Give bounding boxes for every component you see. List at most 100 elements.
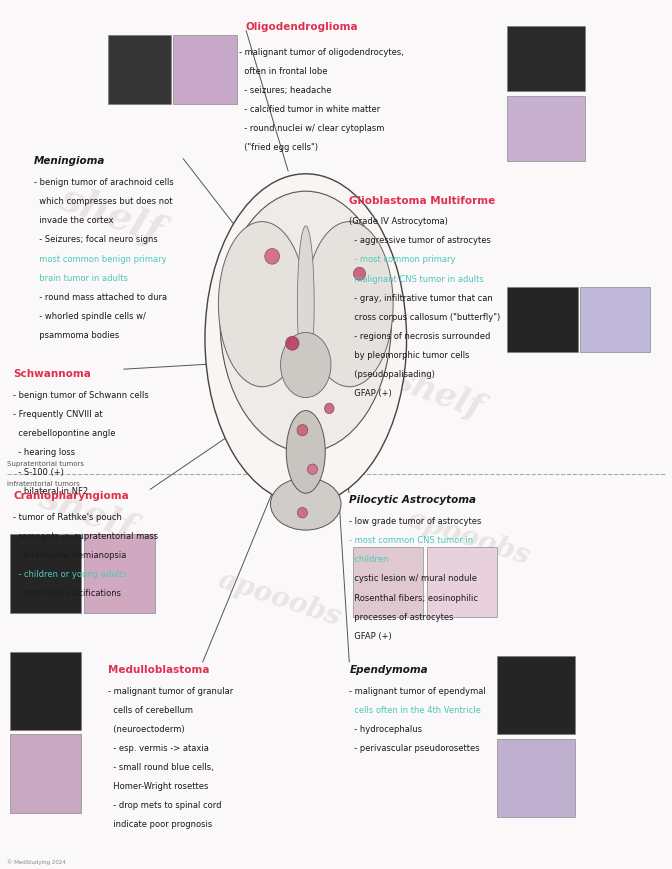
Text: by pleomorphic tumor cells: by pleomorphic tumor cells (349, 351, 470, 360)
Text: - hydrocephalus: - hydrocephalus (349, 725, 423, 733)
Text: - bitemporal hemianopsia: - bitemporal hemianopsia (13, 551, 127, 560)
Text: shelf: shelf (34, 480, 138, 546)
FancyBboxPatch shape (497, 656, 575, 734)
Text: Glioblastoma Multiforme: Glioblastoma Multiforme (349, 196, 496, 206)
FancyBboxPatch shape (10, 734, 81, 813)
Text: apooobs: apooobs (215, 567, 345, 632)
Text: - seizures; headache: - seizures; headache (239, 86, 331, 95)
Ellipse shape (220, 191, 391, 452)
Text: Meningioma: Meningioma (34, 156, 105, 167)
Text: - round nuclei w/ clear cytoplasm: - round nuclei w/ clear cytoplasm (239, 124, 384, 133)
Text: Rosenthal fibers; eosinophilic: Rosenthal fibers; eosinophilic (349, 594, 478, 602)
Text: Homer-Wright rosettes: Homer-Wright rosettes (108, 782, 208, 791)
Ellipse shape (297, 507, 308, 518)
FancyBboxPatch shape (108, 35, 171, 104)
Text: malignant CNS tumor in adults: malignant CNS tumor in adults (349, 275, 485, 283)
Text: - whorled spindle cells w/: - whorled spindle cells w/ (34, 312, 145, 321)
Ellipse shape (265, 249, 280, 264)
Text: cells often in the 4th Ventricle: cells often in the 4th Ventricle (349, 706, 481, 714)
Text: GFAP (+): GFAP (+) (349, 632, 392, 640)
Text: apooobs: apooobs (403, 506, 533, 571)
Text: - malignant tumor of granular: - malignant tumor of granular (108, 687, 233, 695)
Ellipse shape (205, 174, 407, 504)
Text: - drop mets to spinal cord: - drop mets to spinal cord (108, 801, 221, 810)
Text: indicate poor prognosis: indicate poor prognosis (108, 820, 212, 829)
Ellipse shape (306, 222, 393, 387)
FancyBboxPatch shape (10, 652, 81, 730)
Text: - Frequently CNVIII at: - Frequently CNVIII at (13, 410, 103, 419)
Text: - hearing loss: - hearing loss (13, 448, 75, 457)
FancyBboxPatch shape (507, 96, 585, 161)
Text: - small round blue cells,: - small round blue cells, (108, 763, 213, 772)
Text: ("fried egg cells"): ("fried egg cells") (239, 143, 318, 152)
Ellipse shape (297, 424, 308, 436)
Ellipse shape (218, 222, 306, 387)
Ellipse shape (353, 268, 366, 280)
Text: © MedStudying 2024: © MedStudying 2024 (7, 859, 66, 865)
Text: (pseudopalisading): (pseudopalisading) (349, 370, 435, 379)
Ellipse shape (270, 478, 341, 530)
Text: - tumor of Rathke's pouch: - tumor of Rathke's pouch (13, 513, 122, 521)
FancyBboxPatch shape (497, 739, 575, 817)
Text: which compresses but does not: which compresses but does not (34, 197, 172, 206)
Text: Craniopharyngioma: Craniopharyngioma (13, 491, 129, 501)
FancyBboxPatch shape (84, 534, 155, 613)
Text: - round mass attached to dura: - round mass attached to dura (34, 293, 167, 302)
Text: shelf: shelf (390, 362, 487, 424)
Text: - most common CNS tumor in: - most common CNS tumor in (349, 536, 474, 545)
Text: shelf: shelf (54, 179, 167, 251)
Text: Medulloblastoma: Medulloblastoma (108, 665, 209, 675)
Ellipse shape (325, 403, 334, 414)
Ellipse shape (297, 226, 314, 382)
Text: - regions of necrosis surrounded: - regions of necrosis surrounded (349, 332, 491, 341)
Ellipse shape (286, 336, 299, 350)
Text: - tooth-like calcifications: - tooth-like calcifications (13, 589, 122, 598)
Text: Ependymoma: Ependymoma (349, 665, 428, 675)
Text: infratentorial tumors: infratentorial tumors (7, 481, 79, 487)
Text: cells of cerebellum: cells of cerebellum (108, 706, 192, 714)
Text: children: children (349, 555, 389, 564)
Text: - benign tumor of Schwann cells: - benign tumor of Schwann cells (13, 391, 149, 400)
Text: cerebellopontine angle: cerebellopontine angle (13, 429, 116, 438)
Text: psammoma bodies: psammoma bodies (34, 331, 119, 340)
Text: most common benign primary: most common benign primary (34, 255, 166, 263)
Text: Oligodendroglioma: Oligodendroglioma (245, 22, 358, 32)
Text: GFAP (+): GFAP (+) (349, 389, 392, 398)
Text: processes of astrocytes: processes of astrocytes (349, 613, 454, 621)
FancyBboxPatch shape (353, 547, 423, 617)
Text: - perivascular pseudorosettes: - perivascular pseudorosettes (349, 744, 480, 753)
Ellipse shape (307, 464, 318, 474)
Text: apooobs: apooobs (235, 264, 378, 337)
Text: - remnants -> supratentorial mass: - remnants -> supratentorial mass (13, 532, 159, 541)
Text: often in frontal lobe: often in frontal lobe (239, 67, 327, 76)
Ellipse shape (281, 333, 331, 398)
Text: cross corpus callosum ("butterfly"): cross corpus callosum ("butterfly") (349, 313, 501, 322)
Text: Pilocytic Astrocytoma: Pilocytic Astrocytoma (349, 495, 476, 506)
Text: - malignant tumor of ependymal: - malignant tumor of ependymal (349, 687, 486, 695)
FancyBboxPatch shape (173, 35, 237, 104)
Ellipse shape (286, 410, 325, 494)
Text: - malignant tumor of oligodendrocytes,: - malignant tumor of oligodendrocytes, (239, 48, 403, 56)
Text: - children or young adults: - children or young adults (13, 570, 127, 579)
Text: invade the cortex: invade the cortex (34, 216, 113, 225)
Text: Schwannoma: Schwannoma (13, 369, 91, 380)
Text: - esp. vermis -> ataxia: - esp. vermis -> ataxia (108, 744, 208, 753)
Text: brain tumor in adults: brain tumor in adults (34, 274, 128, 282)
Text: Supratentorial tumors: Supratentorial tumors (7, 461, 84, 467)
Text: - aggressive tumor of astrocytes: - aggressive tumor of astrocytes (349, 236, 491, 245)
FancyBboxPatch shape (507, 26, 585, 91)
Text: - bilateral in NF2: - bilateral in NF2 (13, 487, 89, 495)
FancyBboxPatch shape (10, 534, 81, 613)
Text: - low grade tumor of astrocytes: - low grade tumor of astrocytes (349, 517, 482, 526)
Text: - benign tumor of arachnoid cells: - benign tumor of arachnoid cells (34, 178, 173, 187)
Text: - calcified tumor in white matter: - calcified tumor in white matter (239, 105, 380, 114)
Text: (Grade IV Astrocytoma): (Grade IV Astrocytoma) (349, 217, 448, 226)
Text: - most common primary: - most common primary (349, 255, 456, 264)
FancyBboxPatch shape (507, 287, 578, 352)
Text: - gray, infiltrative tumor that can: - gray, infiltrative tumor that can (349, 294, 493, 302)
FancyBboxPatch shape (427, 547, 497, 617)
Text: cystic lesion w/ mural nodule: cystic lesion w/ mural nodule (349, 574, 477, 583)
Text: - Seizures; focal neuro signs: - Seizures; focal neuro signs (34, 235, 157, 244)
Text: (neuroectoderm): (neuroectoderm) (108, 725, 184, 733)
FancyBboxPatch shape (580, 287, 650, 352)
